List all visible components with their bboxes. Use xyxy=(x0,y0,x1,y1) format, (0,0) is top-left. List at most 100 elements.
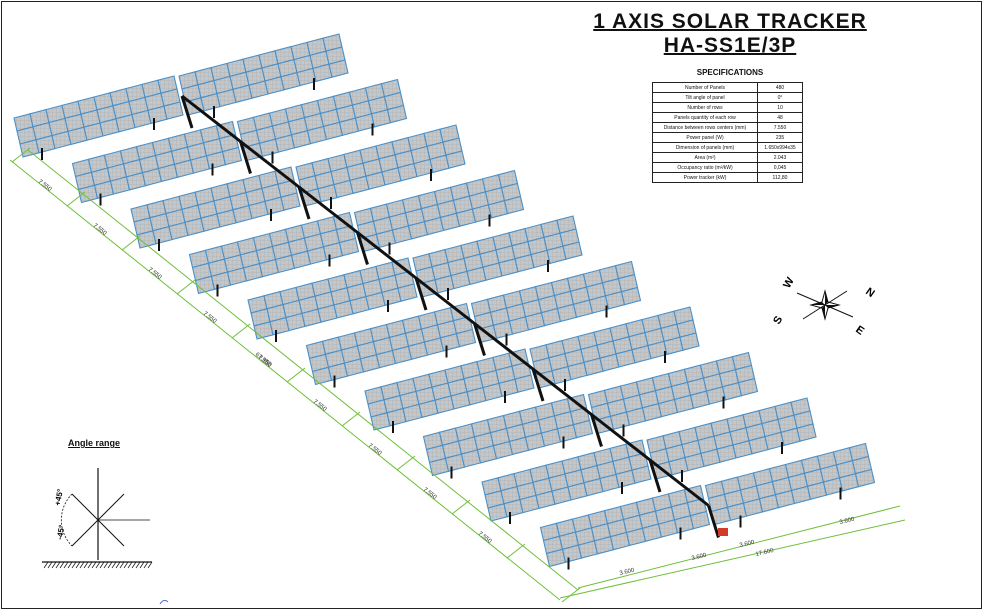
solar-panel xyxy=(503,195,525,215)
drawing-title: 1 AXIS SOLAR TRACKER xyxy=(593,10,867,33)
title-block: 1 AXIS SOLAR TRACKER HA-SS1E/3P xyxy=(560,10,900,58)
spec-row: Power tracker (kW) 112,80 xyxy=(652,172,803,183)
spec-value: 1.650x994x35 xyxy=(757,142,803,153)
solar-panel xyxy=(445,150,466,169)
tracker-row xyxy=(247,215,583,342)
solar-panel xyxy=(679,332,700,351)
solar-panel xyxy=(737,377,759,397)
spec-value: 48 xyxy=(757,112,803,123)
solar-panel xyxy=(562,241,583,260)
main-drive-line xyxy=(181,94,710,507)
row-spacing-label: 7.550 xyxy=(477,531,493,545)
solar-panel xyxy=(796,423,817,442)
solar-panel xyxy=(221,146,243,166)
solar-panel xyxy=(386,104,408,124)
specifications-heading: SPECIFICATIONS xyxy=(696,68,764,77)
bottom-small-label: 3.600 xyxy=(691,553,708,562)
spec-label: Number of rows xyxy=(652,102,758,113)
spec-value: 7.550 xyxy=(757,122,803,133)
tracker-row xyxy=(130,124,466,251)
drive-motor xyxy=(718,528,728,536)
spec-row: Occupancy ratio (m²/kW) 0,045 xyxy=(652,162,803,173)
drive-shaft xyxy=(473,323,486,356)
angle-range-title: Angle range xyxy=(68,438,121,448)
dimension-tick xyxy=(396,455,416,471)
spec-label: Power panel (W) xyxy=(652,132,758,143)
dimension-tick xyxy=(286,367,306,383)
dimension-tick xyxy=(176,279,196,295)
bottom-segment-label: 3.600 xyxy=(619,568,636,577)
bottom-dimension-line xyxy=(559,519,906,599)
tracker-row xyxy=(13,33,349,160)
spec-value: 480 xyxy=(757,82,803,93)
row-spacing-label: 7.550 xyxy=(422,487,438,501)
dimension-tick xyxy=(11,147,31,163)
dimension-tick xyxy=(451,499,471,515)
dimension-tick xyxy=(121,235,141,251)
solar-panel xyxy=(455,328,477,348)
tracker-row xyxy=(364,306,700,433)
drive-shaft xyxy=(239,141,252,174)
spec-value: 0,045 xyxy=(757,162,803,173)
row-spacing-dimension-line xyxy=(9,159,561,601)
tracker-row xyxy=(71,78,408,206)
drive-shaft xyxy=(180,95,194,129)
dimension-tick xyxy=(231,323,251,339)
spec-label: Distance between rows centers (mm) xyxy=(652,122,758,133)
compass-east-label: E xyxy=(853,324,866,338)
spec-label: Number of Panels xyxy=(652,82,758,93)
solar-panel xyxy=(163,101,184,120)
drive-shaft xyxy=(648,459,662,493)
solar-panel xyxy=(620,286,642,306)
spec-value: 0° xyxy=(757,92,803,103)
drive-shaft xyxy=(531,368,545,402)
row-spacing-label: 7.550 xyxy=(37,179,53,193)
pen-mark xyxy=(159,599,169,605)
spec-row: Number of Panels 480 xyxy=(652,82,803,93)
solar-panel xyxy=(338,237,360,257)
spec-value: 2.043 xyxy=(757,152,803,163)
tracker-row xyxy=(422,351,759,479)
bottom-segment-label: 3.600 xyxy=(839,517,856,526)
solar-panel xyxy=(689,510,711,530)
tracker-row xyxy=(481,397,817,524)
spec-row: Dimension of panels (mm) 1.650x994x35 xyxy=(652,142,803,153)
compass-west-label: W xyxy=(781,275,797,291)
spec-label: Tilt angle of panel xyxy=(652,92,758,103)
total-length-label: 67.950 xyxy=(254,352,273,368)
spec-label: Dimension of panels (mm) xyxy=(652,142,758,153)
compass-south-label: S xyxy=(771,314,785,326)
bottom-dimension-line-2 xyxy=(577,505,901,589)
spec-label: Area (m²) xyxy=(652,152,758,163)
spec-value: 235 xyxy=(757,132,803,143)
dimension-tick xyxy=(506,543,526,559)
solar-panel xyxy=(854,468,876,488)
spec-value: 112,80 xyxy=(757,172,803,183)
dimension-tick xyxy=(66,191,86,207)
spec-row: Power panel (W) 235 xyxy=(652,132,803,143)
row-spacing-label: 7.550 xyxy=(202,311,218,325)
solar-panel xyxy=(280,192,301,211)
drive-shaft xyxy=(707,505,720,538)
dimension-tick xyxy=(341,411,361,427)
compass-north-label: N xyxy=(863,286,876,300)
panel-rows xyxy=(13,33,876,570)
model-code: HA-SS1E/3P xyxy=(663,34,797,57)
tracker-row xyxy=(305,260,642,388)
spec-label: Power tracker (kW) xyxy=(652,172,758,183)
solar-panel xyxy=(514,374,535,393)
spec-row: Number of rows 10 xyxy=(652,102,803,113)
drive-shaft xyxy=(590,414,603,447)
dimension-tick xyxy=(561,587,581,603)
row-spacing-label: 7.550 xyxy=(92,223,108,237)
angle-plus-label: +45° xyxy=(53,488,65,506)
specifications-table: Number of Panels 480 Tilt angle of panel 0°… xyxy=(652,82,803,183)
row-spacing-label: 7.550 xyxy=(147,267,163,281)
spec-label: Panels quantity of each row xyxy=(652,112,758,123)
tracker-row xyxy=(539,442,876,570)
angle-minus-label: -45° xyxy=(55,524,66,540)
bottom-total-label: 17.600 xyxy=(755,548,775,558)
solar-panel xyxy=(328,59,349,78)
